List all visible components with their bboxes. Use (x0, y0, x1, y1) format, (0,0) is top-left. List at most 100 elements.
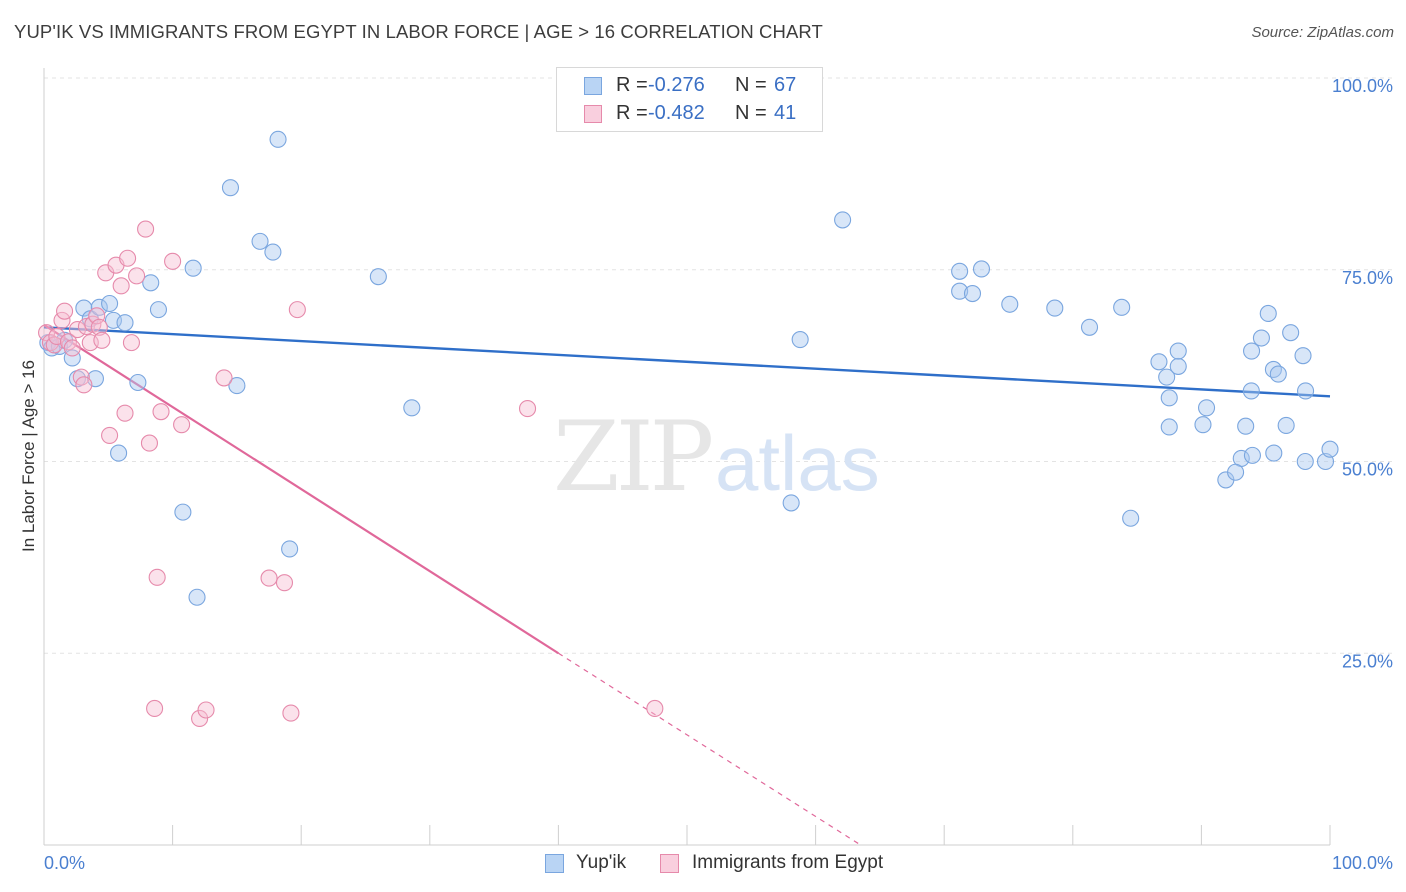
point-yupik (188, 588, 206, 606)
point-yupik (951, 262, 969, 280)
legend-r-value: -0.276 (648, 74, 705, 96)
point-egypt (128, 267, 146, 285)
legend-swatch-egypt (660, 854, 679, 873)
point-yupik (1150, 353, 1168, 371)
legend-swatch-yupik (545, 854, 564, 873)
legend-n-label: N = (735, 102, 767, 124)
watermark: ZIP atlas (553, 401, 880, 513)
point-egypt (68, 321, 86, 339)
point-yupik (1297, 382, 1315, 400)
point-egypt (112, 277, 130, 295)
legend-swatch-egypt (584, 105, 602, 123)
point-yupik (1046, 299, 1064, 317)
point-egypt (215, 369, 233, 387)
point-egypt (77, 317, 95, 336)
point-egypt (164, 252, 182, 270)
point-yupik (1277, 416, 1295, 435)
legend-r-label: R = (616, 102, 648, 124)
point-yupik (834, 211, 852, 229)
point-yupik (281, 540, 299, 558)
point-yupik (1321, 440, 1339, 458)
series-legend: Yup'ik Immigrants from Egypt (0, 852, 1406, 878)
point-egypt (518, 400, 537, 418)
point-yupik (1237, 417, 1255, 435)
point-yupik (972, 260, 991, 278)
point-yupik (1265, 444, 1283, 462)
point-egypt (191, 709, 209, 727)
point-yupik (1294, 347, 1312, 365)
y-axis-label: In Labor Force | Age > 16 (19, 360, 38, 552)
point-egypt (288, 301, 306, 319)
point-yupik (228, 377, 246, 395)
legend-n-label: N = (735, 74, 767, 96)
stats-legend: R = -0.276 N = 67 R = -0.482 N = 41 (556, 67, 823, 132)
point-egypt (137, 220, 155, 238)
legend-label-egypt: Immigrants from Egypt (692, 852, 884, 873)
data-points (38, 69, 1339, 727)
x-tick-label: 0.0% (44, 853, 85, 873)
point-yupik (101, 294, 119, 313)
point-yupik (1252, 329, 1270, 347)
y-tick-label: 25.0% (1342, 651, 1393, 671)
axes (43, 68, 1331, 846)
y-tick-label: 100.0% (1332, 76, 1393, 96)
point-egypt (56, 302, 74, 320)
trendline-egypt (43, 324, 559, 655)
gridlines (44, 77, 1392, 654)
point-yupik (142, 274, 160, 292)
point-egypt (152, 403, 170, 421)
point-egypt (93, 331, 111, 349)
point-egypt (275, 574, 294, 592)
legend-n-value: 67 (774, 74, 797, 96)
point-yupik (1001, 295, 1019, 313)
point-yupik (221, 179, 240, 197)
point-egypt (148, 568, 166, 586)
point-egypt (75, 376, 93, 394)
point-yupik (1169, 357, 1187, 375)
point-egypt (646, 699, 664, 718)
point-yupik (264, 243, 282, 261)
point-yupik (1264, 360, 1282, 379)
point-yupik (1160, 418, 1178, 436)
point-yupik (1113, 298, 1131, 316)
point-yupik (116, 314, 134, 332)
trendline-egypt-extension (558, 652, 861, 846)
point-yupik (184, 259, 202, 277)
point-yupik (63, 349, 81, 367)
x-tick-label: 100.0% (1332, 853, 1393, 873)
point-egypt (38, 324, 56, 342)
trendlines (43, 324, 1331, 846)
point-egypt (119, 249, 137, 267)
trendline-yupik (43, 326, 1331, 398)
point-egypt (173, 416, 191, 434)
point-yupik (369, 268, 387, 286)
source-label: Source: ZipAtlas.com (1251, 24, 1394, 41)
point-yupik (110, 444, 128, 462)
point-yupik (1227, 463, 1245, 481)
point-yupik (951, 282, 969, 300)
legend-n-value: 41 (774, 102, 797, 124)
y-tick-label: 75.0% (1342, 268, 1393, 288)
chart-title: YUP'IK VS IMMIGRANTS FROM EGYPT IN LABOR… (14, 21, 823, 42)
point-yupik (1243, 342, 1261, 360)
point-yupik (791, 330, 809, 349)
legend-swatch-yupik (584, 77, 602, 95)
point-yupik (1243, 446, 1261, 464)
point-yupik (129, 373, 147, 392)
point-egypt (90, 318, 108, 336)
watermark-zip: ZIP (553, 401, 712, 513)
point-yupik (963, 284, 982, 303)
point-yupik (1242, 382, 1260, 400)
point-yupik (403, 399, 421, 417)
point-yupik (269, 130, 287, 148)
point-egypt (63, 339, 81, 357)
point-egypt (140, 434, 159, 452)
point-egypt (260, 569, 278, 587)
legend-row-yupik: R = -0.276 N = 67 (557, 72, 822, 100)
legend-label-yupik: Yup'ik (576, 852, 627, 873)
point-yupik (174, 503, 192, 521)
point-egypt (101, 426, 119, 444)
tick-labels: 25.0% 50.0% 75.0% 100.0% 0.0% 100.0% (44, 76, 1393, 873)
point-yupik (149, 301, 168, 319)
